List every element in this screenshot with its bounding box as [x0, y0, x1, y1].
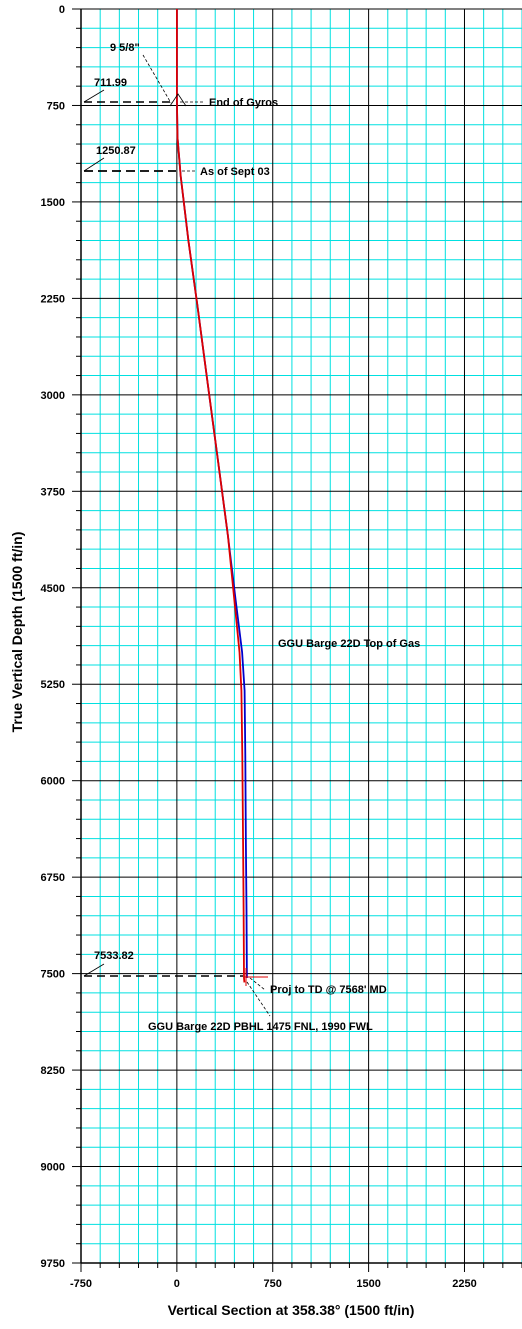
gas-label: GGU Barge 22D Top of Gas — [278, 638, 420, 650]
y-tick-label: 3000 — [41, 390, 65, 402]
depth-leader-7533 — [83, 963, 105, 977]
x-tick-label: 1500 — [356, 1278, 380, 1290]
x-tick-label: -750 — [70, 1278, 92, 1290]
sept-label: As of Sept 03 — [200, 166, 270, 178]
y-axis-title: True Vertical Depth (1500 ft/in) — [9, 532, 25, 733]
x-tick-labels: -750 0 750 1500 2250 — [70, 1278, 477, 1290]
minor-grid — [81, 9, 522, 1263]
x-axis-title: Vertical Section at 358.38° (1500 ft/in) — [168, 1302, 415, 1318]
x-tick-label: 750 — [264, 1278, 282, 1290]
well-path-series — [176, 9, 248, 983]
gyros-label: End of Gyros — [209, 97, 278, 109]
casing-label: 9 5/8" — [110, 42, 140, 54]
y-tick-label: 1500 — [41, 197, 65, 209]
y-tick-label: 3750 — [41, 486, 65, 498]
annotations: 9 5/8" 711.99 End of Gyros 1250.87 As of… — [83, 42, 420, 1033]
y-tick-label: 9750 — [41, 1258, 65, 1270]
y-tick-label: 750 — [47, 100, 65, 112]
depth-label-711: 711.99 — [94, 77, 127, 89]
x-tick-label: 2250 — [452, 1278, 476, 1290]
y-tick-label: 4500 — [41, 583, 65, 595]
casing-marker — [169, 93, 187, 107]
depth-label-7533: 7533.82 — [94, 950, 134, 962]
well-path-line-2 — [176, 9, 246, 983]
td-leader — [249, 977, 266, 991]
y-tick-label: 2250 — [41, 293, 65, 305]
axes — [72, 8, 522, 1272]
y-tick-label: 6000 — [41, 776, 65, 788]
casing-leader — [142, 54, 172, 104]
y-tick-label: 9000 — [41, 1162, 65, 1174]
y-tick-label: 8250 — [41, 1065, 65, 1077]
depth-leader-1250 — [83, 157, 105, 172]
y-tick-label: 0 — [59, 4, 65, 16]
x-tick-label: 0 — [174, 1278, 180, 1290]
y-tick-label: 6750 — [41, 872, 65, 884]
well-path-line-1 — [176, 9, 248, 979]
y-tick-label: 5250 — [41, 679, 65, 691]
pbhl-leader — [246, 981, 271, 1017]
y-tick-label: 7500 — [41, 969, 65, 981]
depth-label-1250: 1250.87 — [96, 145, 136, 157]
depth-leader-711 — [83, 89, 105, 103]
major-grid — [80, 8, 522, 1264]
td-label: Proj to TD @ 7568' MD — [270, 984, 387, 996]
y-tick-labels: 0 750 1500 2250 3000 3750 4500 5250 6000 6750 7500… — [41, 4, 65, 1270]
pbhl-label: GGU Barge 22D PBHL 1475 FNL, 1990 FWL — [148, 1021, 373, 1033]
